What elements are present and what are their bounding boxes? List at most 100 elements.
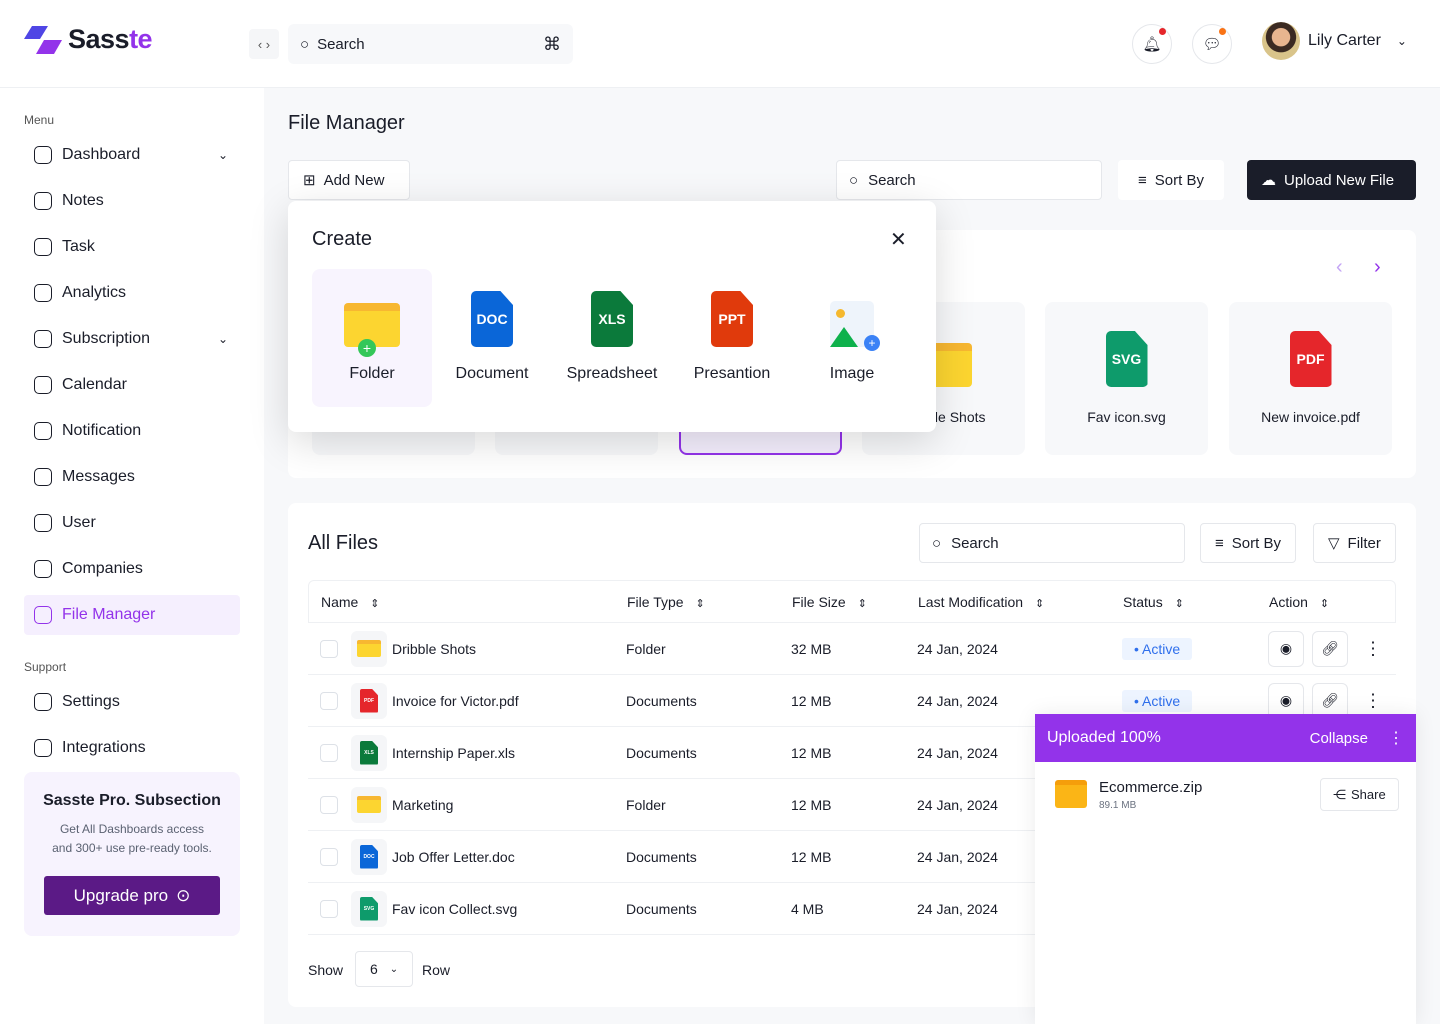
column-header[interactable]: Last Modification ⇕ xyxy=(918,594,1044,610)
messages-button[interactable]: 💬︎ xyxy=(1192,24,1232,64)
recent-file-name: Fav icon.svg xyxy=(1087,409,1166,425)
sidebar-item-companies[interactable]: Companies xyxy=(24,549,240,589)
user-menu[interactable]: Lily Carter ⌄ xyxy=(1262,22,1407,60)
create-folder-option[interactable]: + Folder xyxy=(312,269,432,407)
prev-arrow-button[interactable]: ‹ xyxy=(1336,256,1343,278)
sidebar-item-messages[interactable]: Messages xyxy=(24,457,240,497)
create-document-option[interactable]: DOC Document xyxy=(432,269,552,407)
cloud-upload-icon: ☁ xyxy=(1261,172,1276,189)
command-key-icon: ⌘ xyxy=(543,33,561,54)
doc-file-icon: DOC xyxy=(351,838,387,875)
sort-label: Sort By xyxy=(1231,534,1281,552)
table-row[interactable]: Dribble Shots Folder 32 MB 24 Jan, 2024 … xyxy=(308,623,1396,675)
sidebar-item-integrations[interactable]: Integrations xyxy=(24,728,240,768)
add-new-button[interactable]: ⊞ Add New xyxy=(288,160,410,200)
sidebar-item-settings[interactable]: Settings xyxy=(24,682,240,722)
chevron-down-icon: ⌄ xyxy=(1396,34,1407,48)
recent-file-card[interactable]: PDF New invoice.pdf xyxy=(1229,302,1392,455)
sidebar-toggle-button[interactable]: ‹ › xyxy=(249,29,279,59)
file-search-input[interactable]: ○ Search xyxy=(836,160,1102,200)
create-option-label: Folder xyxy=(349,365,395,382)
view-button[interactable]: ◉ xyxy=(1268,630,1304,667)
table-row[interactable]: PDF Invoice for Victor.pdf Documents 12 … xyxy=(308,675,1396,727)
column-header[interactable]: File Type ⇕ xyxy=(627,594,705,610)
promo-text: and 300+ use pre-ready tools. xyxy=(52,841,212,855)
row-checkbox[interactable] xyxy=(320,899,338,918)
more-icon[interactable]: ⋮ xyxy=(1364,638,1382,658)
sort-arrows-icon: ⇕ xyxy=(1174,597,1184,610)
notification-button[interactable]: 🔔︎ xyxy=(1132,24,1172,64)
users-icon xyxy=(34,514,52,532)
column-header[interactable]: Action ⇕ xyxy=(1269,594,1329,610)
brand-logo[interactable]: Sasste xyxy=(24,24,153,55)
column-header[interactable]: Name ⇕ xyxy=(321,594,379,610)
file-name: Fav icon Collect.svg xyxy=(392,900,518,917)
file-name: Dribble Shots xyxy=(392,640,477,657)
svg-file-icon: SVG xyxy=(1105,331,1148,387)
sidebar-item-analytics[interactable]: Analytics xyxy=(24,273,240,313)
file-size: 4 MB xyxy=(791,900,824,917)
sidebar-item-notification[interactable]: Notification xyxy=(24,411,240,451)
xls-file-icon: XLS xyxy=(591,291,633,347)
pdf-file-icon: PDF xyxy=(1289,331,1332,387)
create-image-option[interactable]: + Image xyxy=(792,269,912,407)
sidebar-item-dashboard[interactable]: Dashboard ⌄ xyxy=(24,135,240,175)
more-icon[interactable]: ⋮ xyxy=(1388,730,1404,747)
chevron-down-icon: ⌄ xyxy=(389,963,399,975)
upload-panel: Uploaded 100% Collapse ⋮ Ecommerce.zip 8… xyxy=(1035,714,1416,1024)
row-checkbox[interactable] xyxy=(320,691,338,710)
sort-icon: ≡ xyxy=(1215,534,1224,552)
sidebar-item-user[interactable]: User xyxy=(24,503,240,543)
create-presantion-option[interactable]: PPT Presantion xyxy=(672,269,792,407)
close-icon[interactable]: ✕ xyxy=(890,229,907,251)
sidebar-item-notes[interactable]: Notes xyxy=(24,181,240,221)
lock-icon: ⊙ xyxy=(176,885,191,905)
view-button[interactable]: ◉ xyxy=(1268,682,1304,719)
row-checkbox[interactable] xyxy=(320,795,338,814)
sidebar-item-file-manager[interactable]: File Manager xyxy=(24,595,240,635)
sort-arrows-icon: ⇕ xyxy=(857,597,867,610)
more-icon[interactable]: ⋮ xyxy=(1364,690,1382,710)
status-badge: • Active xyxy=(1122,637,1193,660)
create-spreadsheet-option[interactable]: XLS Spreadsheet xyxy=(552,269,672,407)
chevron-down-icon: ⌄ xyxy=(217,148,228,162)
pdf-file-icon: PDF xyxy=(351,682,387,719)
sidebar-item-label: Notes xyxy=(62,192,104,209)
chevron-down-icon: ⌄ xyxy=(217,332,228,346)
table-row[interactable]: XLS Internship Paper.xls Documents 12 MB… xyxy=(308,727,1396,779)
column-header[interactable]: Status ⇕ xyxy=(1123,594,1184,610)
header-search-input[interactable]: ○ Search ⌘ xyxy=(288,24,573,64)
copy-link-button[interactable]: 🔗︎ xyxy=(1312,682,1348,719)
sidebar-item-calendar[interactable]: Calendar xyxy=(24,365,240,405)
copy-link-button[interactable]: 🔗︎ xyxy=(1312,630,1348,667)
next-arrow-button[interactable]: › xyxy=(1374,256,1381,278)
sidebar-item-task[interactable]: Task xyxy=(24,227,240,267)
sidebar-item-subscription[interactable]: Subscription ⌄ xyxy=(24,319,240,359)
upload-status: Uploaded 100% xyxy=(1047,729,1161,746)
column-label: Status xyxy=(1123,593,1163,610)
last-modification: 24 Jan, 2024 xyxy=(917,640,998,657)
upload-new-file-button[interactable]: ☁ Upload New File xyxy=(1247,160,1416,200)
pro-promo-card: Sasste Pro. Subsection Get All Dashboard… xyxy=(24,772,240,936)
uploaded-file-size: 89.1 MB xyxy=(1099,800,1137,811)
share-button[interactable]: ⋲ Share xyxy=(1320,778,1399,811)
table-sort-button[interactable]: ≡ Sort By xyxy=(1200,523,1296,563)
sort-by-button[interactable]: ≡ Sort By xyxy=(1118,160,1224,200)
sidebar-item-label: Notification xyxy=(62,422,142,439)
table-row[interactable]: DOC Job Offer Letter.doc Documents 12 MB… xyxy=(308,831,1396,883)
filter-button[interactable]: ▽ Filter xyxy=(1313,523,1396,563)
row-checkbox[interactable] xyxy=(320,847,338,866)
upgrade-pro-button[interactable]: Upgrade pro ⊙ xyxy=(44,876,220,915)
create-popup: Create ✕ + Folder DOC Document XLS Spreadshee… xyxy=(288,201,936,432)
column-header[interactable]: File Size ⇕ xyxy=(792,594,867,610)
file-name: Marketing xyxy=(392,796,454,813)
rows-per-page-select[interactable]: 6 ⌄ xyxy=(355,951,414,987)
sidebar-item-label: Messages xyxy=(62,468,135,485)
table-row[interactable]: Marketing Folder 12 MB 24 Jan, 2024 xyxy=(308,779,1396,831)
table-row[interactable]: SVG Fav icon Collect.svg Documents 4 MB … xyxy=(308,883,1396,935)
row-checkbox[interactable] xyxy=(320,743,338,762)
row-checkbox[interactable] xyxy=(320,639,338,658)
recent-file-card[interactable]: SVG Fav icon.svg xyxy=(1045,302,1208,455)
table-search-input[interactable]: ○ Search xyxy=(919,523,1185,563)
collapse-button[interactable]: Collapse xyxy=(1309,729,1368,747)
